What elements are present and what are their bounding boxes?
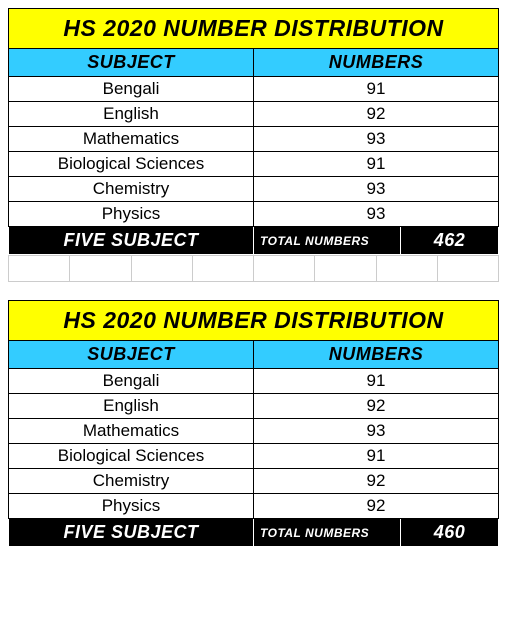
spacer-cell bbox=[437, 256, 498, 282]
cell-subject: Mathematics bbox=[9, 419, 254, 444]
table-row: Bengali91 bbox=[9, 77, 499, 102]
col-subject: SUBJECT bbox=[9, 49, 254, 77]
cell-subject: English bbox=[9, 394, 254, 419]
spacer-grid bbox=[8, 255, 499, 282]
cell-subject: Mathematics bbox=[9, 127, 254, 152]
table-row: Physics92 bbox=[9, 494, 499, 519]
cell-subject: Biological Sciences bbox=[9, 444, 254, 469]
spacer-cell bbox=[376, 256, 437, 282]
spacer-cell bbox=[9, 256, 70, 282]
table-row: Chemistry92 bbox=[9, 469, 499, 494]
total-numbers-value: 460 bbox=[401, 519, 499, 547]
cell-number: 91 bbox=[254, 152, 499, 177]
spacer-cell bbox=[254, 256, 315, 282]
spacer-cell bbox=[131, 256, 192, 282]
cell-subject: Chemistry bbox=[9, 177, 254, 202]
header-row: SUBJECT NUMBERS bbox=[9, 341, 499, 369]
header-row: SUBJECT NUMBERS bbox=[9, 49, 499, 77]
cell-number: 91 bbox=[254, 369, 499, 394]
cell-number: 92 bbox=[254, 469, 499, 494]
spacer-cell bbox=[70, 256, 131, 282]
five-subject-label: FIVE SUBJECT bbox=[9, 227, 254, 255]
col-subject: SUBJECT bbox=[9, 341, 254, 369]
table-row: Mathematics93 bbox=[9, 419, 499, 444]
table-title: HS 2020 NUMBER DISTRIBUTION bbox=[9, 301, 499, 341]
cell-subject: Physics bbox=[9, 494, 254, 519]
spacer-cell bbox=[315, 256, 376, 282]
table-title: HS 2020 NUMBER DISTRIBUTION bbox=[9, 9, 499, 49]
table-row: Biological Sciences91 bbox=[9, 152, 499, 177]
table-row: Physics93 bbox=[9, 202, 499, 227]
cell-number: 93 bbox=[254, 202, 499, 227]
cell-subject: Biological Sciences bbox=[9, 152, 254, 177]
spacer-row bbox=[9, 256, 499, 282]
col-numbers: NUMBERS bbox=[254, 341, 499, 369]
total-row: FIVE SUBJECT TOTAL NUMBERS 460 bbox=[9, 519, 499, 547]
total-row: FIVE SUBJECT TOTAL NUMBERS 462 bbox=[9, 227, 499, 255]
title-row: HS 2020 NUMBER DISTRIBUTION bbox=[9, 9, 499, 49]
distribution-table-1: HS 2020 NUMBER DISTRIBUTION SUBJECT NUMB… bbox=[8, 8, 499, 255]
table-row: Bengali91 bbox=[9, 369, 499, 394]
cell-number: 91 bbox=[254, 444, 499, 469]
total-numbers-label: TOTAL NUMBERS bbox=[254, 227, 401, 255]
table-row: English92 bbox=[9, 102, 499, 127]
cell-number: 93 bbox=[254, 127, 499, 152]
cell-number: 93 bbox=[254, 419, 499, 444]
title-row: HS 2020 NUMBER DISTRIBUTION bbox=[9, 301, 499, 341]
cell-subject: Physics bbox=[9, 202, 254, 227]
total-numbers-value: 462 bbox=[401, 227, 499, 255]
table-row: Mathematics93 bbox=[9, 127, 499, 152]
distribution-table-2: HS 2020 NUMBER DISTRIBUTION SUBJECT NUMB… bbox=[8, 300, 499, 547]
table-row: English92 bbox=[9, 394, 499, 419]
gap bbox=[8, 282, 499, 300]
cell-number: 92 bbox=[254, 102, 499, 127]
cell-number: 93 bbox=[254, 177, 499, 202]
cell-number: 91 bbox=[254, 77, 499, 102]
table-row: Chemistry93 bbox=[9, 177, 499, 202]
cell-subject: Bengali bbox=[9, 369, 254, 394]
spacer-cell bbox=[192, 256, 253, 282]
table-row: Biological Sciences91 bbox=[9, 444, 499, 469]
cell-subject: Bengali bbox=[9, 77, 254, 102]
total-numbers-label: TOTAL NUMBERS bbox=[254, 519, 401, 547]
col-numbers: NUMBERS bbox=[254, 49, 499, 77]
cell-subject: English bbox=[9, 102, 254, 127]
cell-subject: Chemistry bbox=[9, 469, 254, 494]
five-subject-label: FIVE SUBJECT bbox=[9, 519, 254, 547]
cell-number: 92 bbox=[254, 394, 499, 419]
cell-number: 92 bbox=[254, 494, 499, 519]
